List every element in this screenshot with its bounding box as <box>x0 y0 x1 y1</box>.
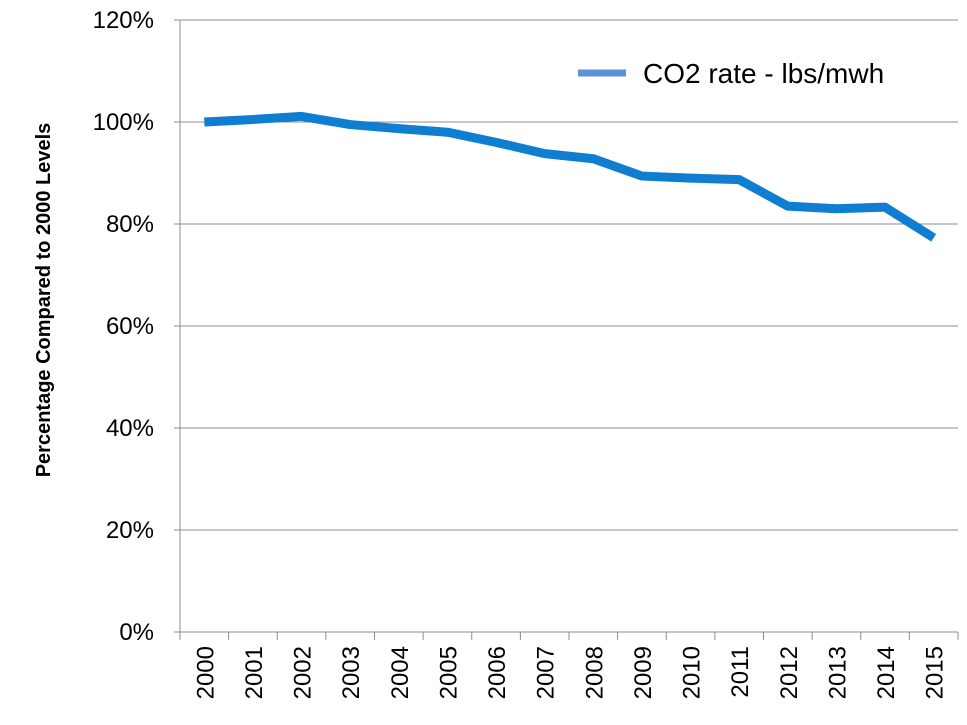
x-tick-label: 2005 <box>435 646 462 699</box>
axes <box>174 19 959 640</box>
y-tick-label: 40% <box>106 415 154 442</box>
y-tick-label: 20% <box>106 517 154 544</box>
x-tick-label: 2010 <box>679 646 706 699</box>
x-tick-label: 2015 <box>922 646 949 699</box>
y-axis-title: Percentage Compared to 2000 Levels <box>33 123 55 478</box>
x-tick-labels: 2000 2001 2002 2003 2004 2005 2006 2007 2008 2009… <box>192 646 948 699</box>
gridlines <box>180 19 958 531</box>
y-tick-labels: 0% 20% 40% 60% 80% 100% 120% <box>93 7 154 646</box>
x-tick-label: 2003 <box>338 646 365 699</box>
series-layer <box>204 111 937 242</box>
legend-label: CO2 rate - lbs/mwh <box>643 58 884 89</box>
x-tick-label: 2014 <box>873 646 900 699</box>
x-tick-label: 2009 <box>630 646 657 699</box>
x-tick-label: 2001 <box>241 646 268 699</box>
x-tick-label: 2000 <box>192 646 219 699</box>
x-tick-label: 2004 <box>387 646 414 699</box>
x-tick-label: 2002 <box>290 646 317 699</box>
x-tick-label: 2013 <box>824 646 851 699</box>
y-tick-label: 100% <box>93 109 154 136</box>
x-tick-label: 2011 <box>727 646 754 698</box>
x-tick-label: 2006 <box>484 646 511 699</box>
legend: CO2 rate - lbs/mwh <box>578 58 884 89</box>
y-tick-label: 60% <box>106 313 154 340</box>
y-tick-label: 120% <box>93 7 154 34</box>
x-tick-label: 2008 <box>581 646 608 699</box>
y-tick-label: 80% <box>106 211 154 238</box>
x-tick-label: 2007 <box>533 646 560 699</box>
series-line <box>204 111 937 242</box>
y-tick-label: 0% <box>119 619 154 646</box>
x-tick-label: 2012 <box>776 646 803 699</box>
